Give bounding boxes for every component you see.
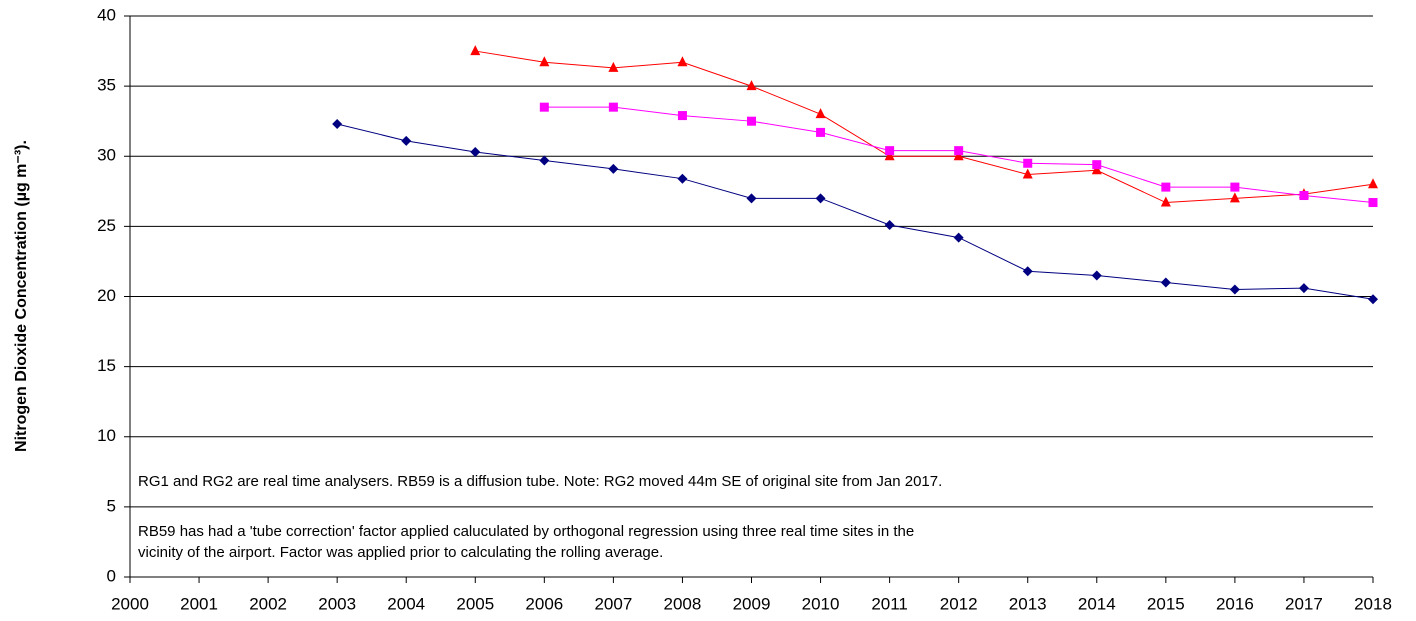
marker [1229,284,1240,295]
y-tick-label: 40 [97,5,116,24]
marker [1368,198,1378,208]
x-tick-label: 2002 [249,594,287,613]
y-tick-label: 5 [107,496,116,515]
x-tick-label: 2014 [1078,594,1116,613]
marker [746,193,757,204]
x-tick-label: 2008 [664,594,702,613]
x-tick-label: 2015 [1147,594,1185,613]
x-tick-label: 2016 [1216,594,1254,613]
marker [954,146,964,156]
y-axis-title: Nitrogen Dioxide Concentration (µg m⁻³). [13,140,30,452]
marker [539,102,549,112]
marker [332,118,343,129]
y-tick-label: 20 [97,286,116,305]
x-tick-label: 2018 [1354,594,1392,613]
marker [747,116,756,126]
marker [1160,196,1171,207]
x-tick-label: 2004 [387,594,425,613]
marker [539,56,550,67]
x-tick-label: 2005 [456,594,494,613]
marker [1368,178,1378,189]
marker [885,146,895,156]
marker [1091,270,1102,281]
x-tick-label: 2000 [111,594,149,613]
marker [539,155,550,166]
marker [953,150,964,161]
x-tick-label: 2010 [802,594,840,613]
annotation: RG1 and RG2 are real time analysers. RB5… [138,473,942,490]
marker [884,219,895,230]
x-tick-label: 2012 [940,594,978,613]
x-tick-label: 2009 [733,594,771,613]
marker [815,108,826,119]
marker [401,135,412,146]
marker [1161,182,1171,192]
x-tick-label: 2001 [180,594,218,613]
y-tick-label: 0 [107,566,116,585]
marker [1298,283,1309,294]
marker [608,163,619,174]
marker [746,80,757,91]
x-tick-label: 2013 [1009,594,1047,613]
annotation: vicinity of the airport. Factor was appl… [138,544,663,561]
marker [677,173,688,184]
marker [1091,164,1102,175]
marker [1299,191,1309,201]
marker [608,61,619,72]
series-line [337,123,1374,300]
y-tick-label: 30 [97,146,116,165]
x-tick-label: 2006 [525,594,563,613]
marker [1022,168,1033,179]
marker [815,193,826,204]
y-tick-label: 35 [97,76,116,95]
x-tick-label: 2007 [594,594,632,613]
marker [953,232,964,243]
marker [677,111,687,121]
marker [1022,266,1033,277]
annotation: RB59 has had a 'tube correction' factor … [138,523,914,540]
x-tick-label: 2003 [318,594,356,613]
y-tick-label: 15 [97,356,116,375]
marker [816,127,826,137]
y-tick-label: 10 [97,426,116,445]
marker [608,102,618,112]
marker [1023,158,1033,168]
marker [470,45,481,56]
series-line [475,50,1374,204]
marker [1230,182,1240,192]
marker [470,147,481,158]
y-tick-label: 25 [97,216,116,235]
marker [677,56,688,67]
marker [1092,160,1102,170]
marker [884,150,895,161]
x-tick-label: 2011 [871,594,908,613]
marker [1229,192,1240,203]
x-tick-label: 2017 [1285,594,1323,613]
marker [1160,277,1171,288]
marker [1368,294,1378,305]
